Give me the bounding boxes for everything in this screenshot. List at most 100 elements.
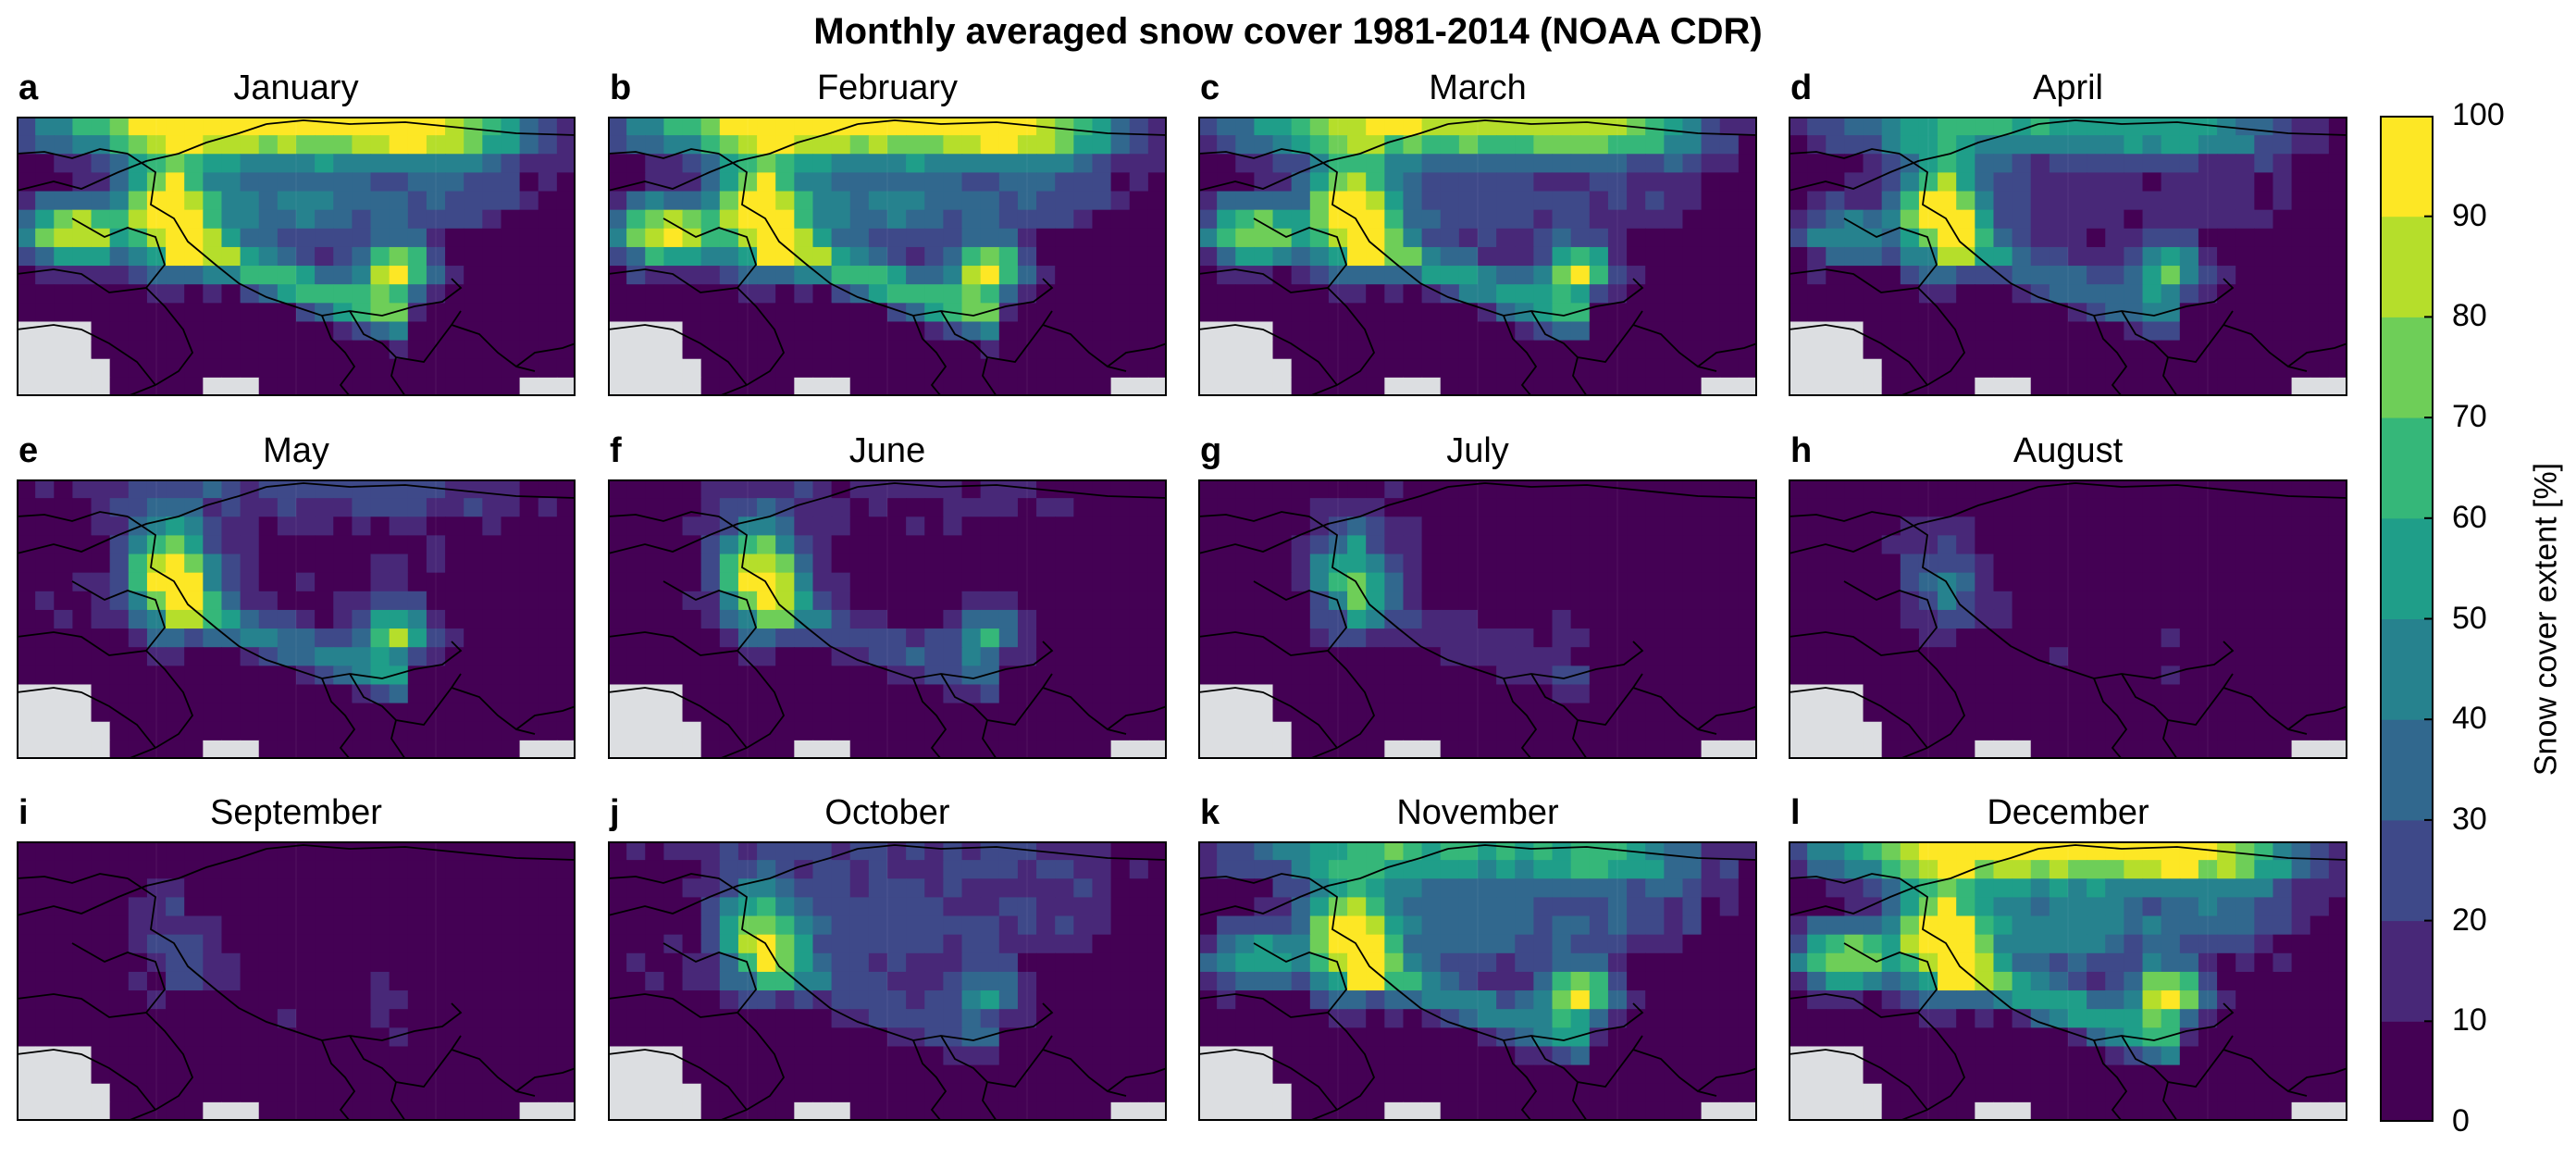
snow-cover-cell (184, 191, 204, 211)
ocean-cell (17, 740, 36, 759)
snow-cover-cell (998, 703, 1019, 723)
snow-cover-cell (943, 740, 963, 759)
snow-cover-cell (1110, 172, 1131, 193)
snow-cover-cell (1017, 135, 1037, 155)
snow-cover-cell (1682, 609, 1703, 629)
snow-cover-cell (1881, 628, 1901, 648)
snow-cover-cell (109, 554, 130, 574)
snow-cover-cell (1956, 228, 1975, 248)
snow-cover-cell (943, 516, 963, 536)
snow-cover-cell (352, 841, 372, 861)
ocean-cell (1254, 684, 1274, 704)
snow-cover-cell (1073, 572, 1094, 592)
snow-cover-cell (1403, 572, 1423, 592)
snow-cover-cell (849, 990, 870, 1010)
snow-cover-cell (1254, 647, 1274, 666)
snow-cover-cell (1918, 609, 1938, 629)
snow-cover-cell (1147, 841, 1167, 861)
ocean-cell (608, 740, 627, 759)
snow-cover-cell (719, 172, 739, 193)
snow-cover-cell (980, 340, 1000, 360)
snow-cover-cell (482, 191, 502, 211)
ocean-cell (72, 1064, 93, 1085)
snow-cover-cell (1645, 321, 1665, 342)
snow-cover-cell (1918, 498, 1938, 517)
snow-cover-cell (1328, 860, 1348, 879)
snow-cover-cell (1515, 554, 1534, 574)
snow-cover-cell (1291, 915, 1311, 936)
snow-cover-cell (1458, 340, 1479, 360)
snow-cover-cell (1533, 572, 1554, 592)
snow-cover-cell (1826, 591, 1845, 611)
snow-cover-cell (2217, 498, 2236, 517)
snow-cover-cell (1017, 498, 1037, 517)
snow-cover-cell (352, 934, 372, 954)
snow-cover-cell (1589, 915, 1609, 936)
snow-cover-cell (296, 191, 316, 211)
snow-cover-cell (1881, 358, 1901, 379)
snow-cover-cell (868, 479, 888, 499)
snow-cover-cell (775, 535, 795, 555)
snow-cover-cell (501, 971, 521, 991)
snow-cover-cell (240, 228, 260, 248)
snow-cover-cell (296, 172, 316, 193)
snow-cover-cell (2235, 554, 2255, 574)
snow-cover-cell (1366, 479, 1385, 499)
snow-cover-cell (1328, 358, 1348, 379)
snow-cover-cell (1627, 666, 1646, 686)
snow-cover-cell (2087, 721, 2106, 741)
snow-cover-cell (2198, 154, 2218, 173)
snow-cover-cell (1129, 971, 1149, 991)
snow-cover-cell (315, 340, 334, 360)
snow-cover-cell (296, 228, 316, 248)
snow-cover-cell (445, 172, 464, 193)
snow-cover-cell (203, 535, 223, 555)
snow-cover-cell (1956, 572, 1975, 592)
snow-cover-cell (1645, 897, 1665, 917)
snow-cover-cell (1607, 246, 1628, 267)
snow-cover-cell (538, 358, 558, 379)
country-border (608, 580, 758, 656)
snow-cover-cell (184, 1009, 204, 1028)
snow-cover-cell (370, 284, 390, 304)
snow-cover-cell (2198, 135, 2218, 155)
snow-cover-cell (1092, 172, 1112, 193)
snow-cover-cell (943, 934, 963, 954)
snow-cover-cell (1496, 878, 1516, 898)
snow-cover-cell (1570, 135, 1591, 155)
snow-cover-cell (258, 535, 279, 555)
snow-cover-cell (608, 878, 627, 898)
snow-cover-cell (2068, 609, 2087, 629)
snow-cover-cell (1807, 554, 1827, 574)
snow-cover-cell (1589, 609, 1609, 629)
snow-cover-cell (501, 209, 521, 230)
snow-cover-cell (203, 1046, 223, 1066)
snow-cover-cell (700, 971, 721, 991)
snow-cover-cell (1570, 609, 1591, 629)
snow-cover-cell (315, 358, 334, 379)
snow-cover-cell (998, 479, 1019, 499)
snow-cover-cell (1738, 684, 1757, 704)
ocean-cell (1807, 340, 1827, 360)
country-border (2223, 324, 2308, 372)
snow-cover-cell (370, 191, 390, 211)
snow-cover-cell (1458, 609, 1479, 629)
snow-cover-cell (538, 228, 558, 248)
snow-cover-cell (1552, 971, 1572, 991)
snow-cover-cell (1036, 498, 1056, 517)
snow-cover-cell (389, 516, 409, 536)
snow-cover-cell (1328, 117, 1348, 136)
snow-cover-cell (240, 878, 260, 898)
snow-cover-cell (737, 721, 758, 741)
ocean-cell (17, 684, 36, 704)
snow-cover-cell (626, 266, 646, 285)
snow-cover-cell (943, 154, 963, 173)
snow-cover-cell (109, 990, 130, 1010)
snow-cover-cell (1073, 303, 1094, 323)
snow-cover-cell (2049, 609, 2069, 629)
snow-cover-cell (719, 535, 739, 555)
ocean-cell (1789, 684, 1808, 704)
snow-cover-cell (128, 1046, 148, 1066)
snow-cover-cell (2012, 154, 2032, 173)
snow-cover-cell (1309, 572, 1330, 592)
